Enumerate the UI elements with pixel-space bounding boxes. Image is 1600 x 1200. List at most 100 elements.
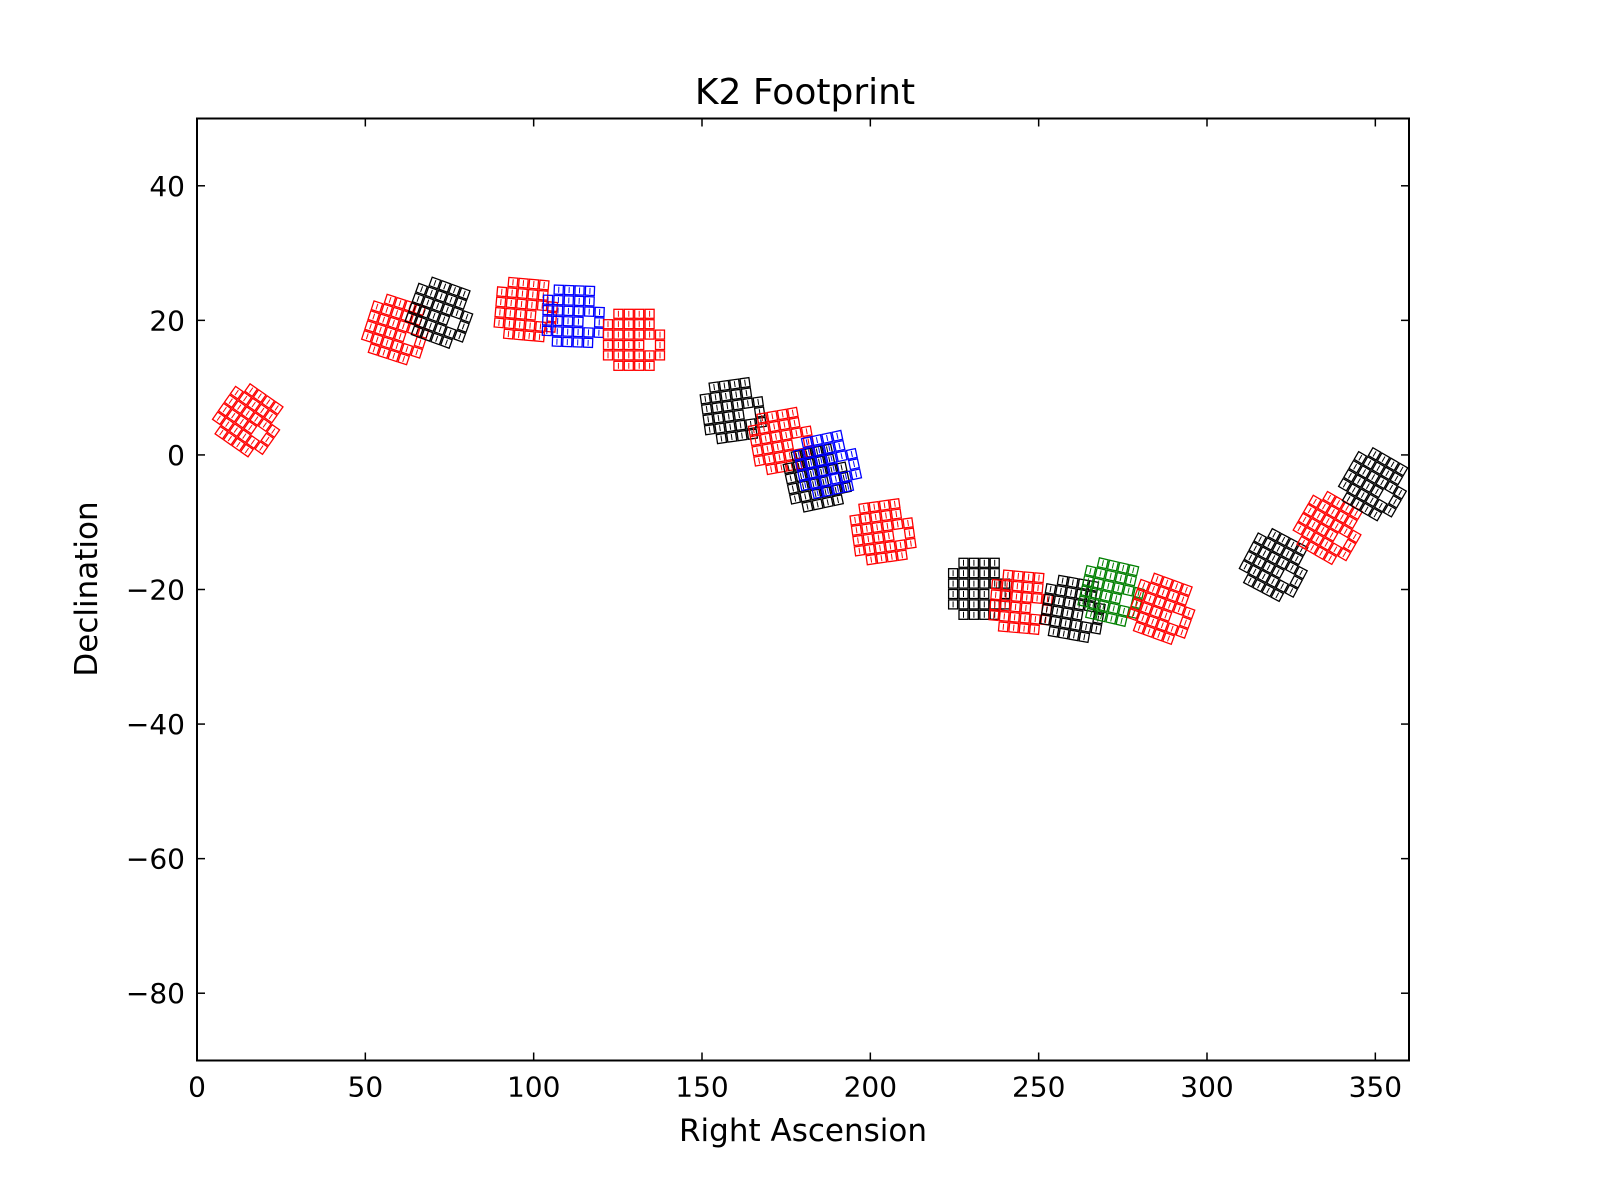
ccd-channel-divider: [834, 475, 837, 482]
ccd-module: [424, 286, 438, 300]
ccd-channel-divider: [1089, 610, 1093, 617]
ccd-channel-divider: [1120, 617, 1123, 624]
ccd-channel-divider: [1036, 595, 1038, 602]
ccd-module: [383, 326, 397, 340]
ccd-module: [1329, 519, 1344, 534]
ccd-channel-divider: [1144, 605, 1148, 612]
ccd-channel-divider: [1294, 555, 1299, 562]
ccd-channel-divider: [541, 302, 544, 309]
ccd-module: [1089, 587, 1102, 600]
ccd-module: [1325, 504, 1340, 519]
ccd-module: [460, 310, 474, 324]
ccd-module: [815, 465, 828, 478]
ccd-module: [1384, 480, 1399, 495]
ccd-module: [831, 429, 844, 442]
ccd-channel-divider: [1073, 632, 1076, 639]
ccd-module: [1238, 559, 1253, 574]
ccd-channel-divider: [1046, 596, 1049, 603]
ccd-module: [722, 410, 735, 423]
ccd-module: [387, 349, 401, 363]
ccd-module: [979, 599, 990, 610]
ccd-channel-divider: [1052, 628, 1055, 635]
ccd-module: [883, 530, 895, 542]
chart-title: K2 Footprint: [695, 72, 915, 113]
ccd-module: [703, 423, 716, 436]
ccd-module: [538, 279, 550, 291]
ccd-module: [1347, 529, 1362, 544]
ccd-channel-divider: [720, 435, 723, 442]
ccd-module: [859, 512, 872, 525]
ccd-channel-divider: [1085, 623, 1088, 631]
ccd-module: [1080, 620, 1093, 633]
ccd-module: [456, 319, 470, 334]
ccd-channel-divider: [1380, 479, 1385, 486]
ccd-channel-divider: [382, 349, 386, 356]
ccd-channel-divider: [1151, 618, 1155, 625]
ccd-channel-divider: [1347, 542, 1352, 549]
ccd-channel-divider: [770, 466, 773, 473]
ccd-module: [414, 315, 428, 329]
ccd-module: [1068, 629, 1081, 642]
ccd-channel-divider: [1141, 615, 1145, 622]
ccd-module: [434, 289, 448, 303]
ccd-module: [797, 468, 810, 482]
ccd-module: [811, 487, 824, 500]
ccd-channel-divider: [259, 445, 264, 451]
ccd-module: [266, 423, 281, 439]
ccd-module: [523, 330, 535, 342]
ccd-module: [1251, 578, 1266, 593]
ccd-channel-divider: [707, 416, 710, 423]
ccd-module: [699, 392, 712, 405]
ccd-channel-divider: [1034, 616, 1037, 623]
ccd-channel-divider: [1089, 567, 1092, 575]
ccd-module: [541, 315, 553, 326]
ccd-channel-divider: [1158, 599, 1162, 606]
ccd-channel-divider: [885, 512, 887, 519]
ccd-module: [1261, 583, 1276, 598]
ccd-module: [1248, 541, 1263, 556]
ccd-module: [1145, 615, 1160, 629]
ccd-channel-divider: [251, 401, 256, 408]
ccd-channel-divider: [807, 460, 811, 467]
ccd-channel-divider: [1393, 498, 1397, 505]
ccd-channel-divider: [1049, 585, 1052, 593]
ccd-channel-divider: [372, 346, 376, 353]
ccd-channel-divider: [1253, 545, 1258, 552]
ccd-channel-divider: [820, 468, 823, 475]
ccd-channel-divider: [239, 418, 244, 425]
ccd-channel-divider: [395, 342, 399, 349]
ccd-module: [1176, 592, 1190, 607]
ccd-module: [444, 293, 458, 307]
ccd-channel-divider: [1262, 550, 1267, 557]
ccd-module: [947, 588, 959, 600]
ccd-module: [269, 400, 284, 416]
ccd-channel-divider: [736, 401, 739, 408]
ccd-channel-divider: [864, 515, 867, 522]
ccd-channel-divider: [1165, 579, 1169, 586]
ccd-module: [1044, 583, 1057, 595]
ccd-module: [858, 502, 870, 514]
ccd-module: [1143, 591, 1157, 606]
ccd-module: [222, 431, 238, 446]
ccd-channel-divider: [1132, 567, 1135, 574]
ccd-channel-divider: [1137, 589, 1140, 596]
ccd-module: [868, 500, 881, 513]
ccd-module: [1267, 527, 1282, 542]
ccd-channel-divider: [249, 387, 254, 393]
ccd-module: [714, 422, 726, 435]
ccd-module: [759, 432, 772, 445]
ccd-channel-divider: [1302, 516, 1307, 523]
ccd-module: [644, 360, 655, 371]
ccd-channel-divider: [1102, 603, 1105, 610]
ccd-channel-divider: [265, 436, 270, 443]
ccd-module: [573, 316, 584, 327]
ccd-module: [788, 416, 801, 429]
ccd-module: [865, 553, 877, 566]
ccd-module: [765, 463, 778, 476]
ccd-module: [1284, 560, 1299, 575]
ccd-channel-divider: [1280, 560, 1285, 566]
ccd-module: [1359, 502, 1374, 517]
ccd-channel-divider: [754, 437, 757, 444]
ccd-module: [1341, 491, 1356, 506]
ccd-channel-divider: [1180, 629, 1184, 636]
